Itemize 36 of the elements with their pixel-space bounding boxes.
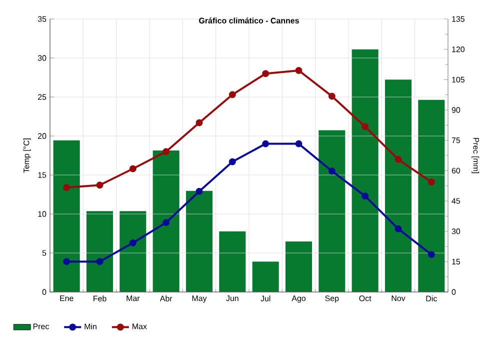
point	[196, 188, 203, 195]
point	[328, 92, 336, 100]
bar	[53, 140, 80, 292]
bar	[252, 262, 279, 292]
point	[228, 158, 236, 166]
point	[96, 182, 104, 189]
point	[394, 225, 402, 232]
point	[129, 165, 136, 172]
point	[262, 140, 270, 148]
bar	[120, 211, 146, 292]
bar	[285, 241, 312, 292]
point	[428, 178, 435, 186]
point	[63, 258, 70, 266]
point	[129, 239, 136, 246]
point	[362, 123, 369, 130]
point	[428, 251, 435, 258]
point	[162, 219, 170, 226]
bar	[219, 231, 246, 292]
point	[394, 156, 402, 163]
bar	[152, 150, 180, 292]
bar	[86, 211, 114, 292]
bar	[318, 130, 346, 292]
bar	[418, 100, 445, 292]
bar	[186, 190, 213, 292]
point	[228, 91, 236, 98]
point	[328, 168, 336, 175]
point	[196, 119, 203, 126]
point	[295, 66, 302, 74]
point	[262, 70, 270, 78]
point	[162, 148, 170, 156]
bar	[352, 49, 378, 292]
point	[295, 140, 302, 148]
point	[362, 192, 369, 200]
bar	[384, 80, 412, 292]
point	[63, 184, 70, 191]
point	[96, 258, 104, 266]
